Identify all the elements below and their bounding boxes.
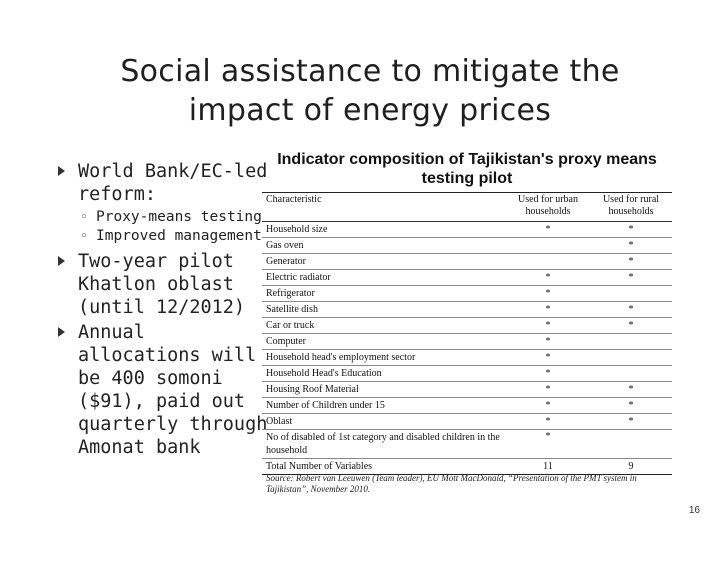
cell-rural: * xyxy=(590,381,672,398)
cell-rural: * xyxy=(590,253,672,270)
cell-urban: * xyxy=(506,429,590,459)
table-row: Car or truck * * xyxy=(262,317,672,334)
cell-urban: * xyxy=(506,317,590,334)
header-characteristic: Characteristic xyxy=(262,192,506,222)
cell-characteristic: No of disabled of 1st category and disab… xyxy=(262,429,506,459)
cell-urban: * xyxy=(506,397,590,414)
cell-urban xyxy=(506,253,590,270)
cell-total-rural: 9 xyxy=(590,458,672,475)
cell-urban: * xyxy=(506,301,590,318)
cell-urban: * xyxy=(506,413,590,430)
cell-rural: * xyxy=(590,237,672,254)
cell-rural xyxy=(590,365,672,382)
cell-urban: * xyxy=(506,285,590,302)
bullet-list: World Bank/EC-led reform: ◦ Proxy-means … xyxy=(58,160,278,461)
cell-total-label: Total Number of Variables xyxy=(262,458,506,475)
table-row: Gas oven * xyxy=(262,237,672,254)
bullet-arrow-icon xyxy=(58,166,65,176)
cell-urban: * xyxy=(506,381,590,398)
table-row: Generator * xyxy=(262,253,672,270)
bullet-item: Two-year pilot Khatlon oblast (until 12/… xyxy=(58,250,278,319)
cell-rural xyxy=(590,285,672,302)
slide-title: Social assistance to mitigate the impact… xyxy=(120,54,620,128)
cell-urban: * xyxy=(506,365,590,382)
cell-rural: * xyxy=(590,301,672,318)
cell-rural: * xyxy=(590,413,672,430)
table-header-row: Characteristic Used for urban households… xyxy=(262,192,672,222)
table-row: Refrigerator * xyxy=(262,285,672,302)
header-rural: Used for rural households xyxy=(590,192,672,222)
cell-urban: * xyxy=(506,333,590,350)
cell-rural: * xyxy=(590,221,672,238)
cell-rural: * xyxy=(590,317,672,334)
cell-characteristic: Electric radiator xyxy=(262,269,506,286)
sub-bullet-item: ◦ Proxy-means testing xyxy=(58,208,278,227)
table-row: Number of Children under 15 * * xyxy=(262,397,672,414)
bullet-item: Annual allocations will be 400 somoni ($… xyxy=(58,321,278,459)
cell-characteristic: Number of Children under 15 xyxy=(262,397,506,414)
indicator-table: Characteristic Used for urban households… xyxy=(262,192,672,475)
cell-characteristic: Generator xyxy=(262,253,506,270)
sub-bullet-circle-icon: ◦ xyxy=(80,210,88,225)
table-row: No of disabled of 1st category and disab… xyxy=(262,429,672,459)
table-row: Satellite dish * * xyxy=(262,301,672,318)
bullet-text: Annual allocations will be 400 somoni ($… xyxy=(78,322,268,458)
cell-characteristic: Household size xyxy=(262,221,506,238)
cell-rural xyxy=(590,349,672,366)
table-title: Indicator composition of Tajikistan's pr… xyxy=(277,151,657,187)
bullet-arrow-icon xyxy=(58,327,65,337)
page-number: 16 xyxy=(688,505,700,516)
cell-characteristic: Housing Roof Material xyxy=(262,381,506,398)
table-total-row: Total Number of Variables 11 9 xyxy=(262,458,672,475)
table-row: Household head's employment sector * xyxy=(262,349,672,366)
header-urban: Used for urban households xyxy=(506,192,590,222)
cell-characteristic: Household head's employment sector xyxy=(262,349,506,366)
cell-rural: * xyxy=(590,269,672,286)
cell-urban: * xyxy=(506,221,590,238)
cell-characteristic: Oblast xyxy=(262,413,506,430)
sub-bullet-item: ◦ Improved management xyxy=(58,227,278,246)
table-row: Computer * xyxy=(262,333,672,350)
table-row: Household size * * xyxy=(262,221,672,238)
bullet-arrow-icon xyxy=(58,256,65,266)
table-row: Oblast * * xyxy=(262,413,672,430)
cell-characteristic: Refrigerator xyxy=(262,285,506,302)
bullet-text: Two-year pilot Khatlon oblast (until 12/… xyxy=(78,251,246,318)
cell-rural xyxy=(590,429,672,459)
table-row: Household Head's Education * xyxy=(262,365,672,382)
cell-urban xyxy=(506,237,590,254)
cell-characteristic: Household Head's Education xyxy=(262,365,506,382)
cell-characteristic: Gas oven xyxy=(262,237,506,254)
sub-bullet-text: Improved management xyxy=(96,228,262,244)
cell-urban: * xyxy=(506,349,590,366)
sub-bullet-circle-icon: ◦ xyxy=(80,229,88,244)
cell-total-urban: 11 xyxy=(506,458,590,475)
cell-characteristic: Car or truck xyxy=(262,317,506,334)
cell-rural: * xyxy=(590,397,672,414)
table-row: Electric radiator * * xyxy=(262,269,672,286)
cell-characteristic: Computer xyxy=(262,333,506,350)
cell-urban: * xyxy=(506,269,590,286)
sub-bullet-text: Proxy-means testing xyxy=(96,209,262,225)
table-row: Housing Roof Material * * xyxy=(262,381,672,398)
bullet-item: World Bank/EC-led reform: xyxy=(58,160,278,206)
cell-rural xyxy=(590,333,672,350)
cell-characteristic: Satellite dish xyxy=(262,301,506,318)
bullet-text: World Bank/EC-led reform: xyxy=(78,161,268,205)
table-source-note: Source: Robert van Leeuwen (Team leader)… xyxy=(266,473,637,494)
